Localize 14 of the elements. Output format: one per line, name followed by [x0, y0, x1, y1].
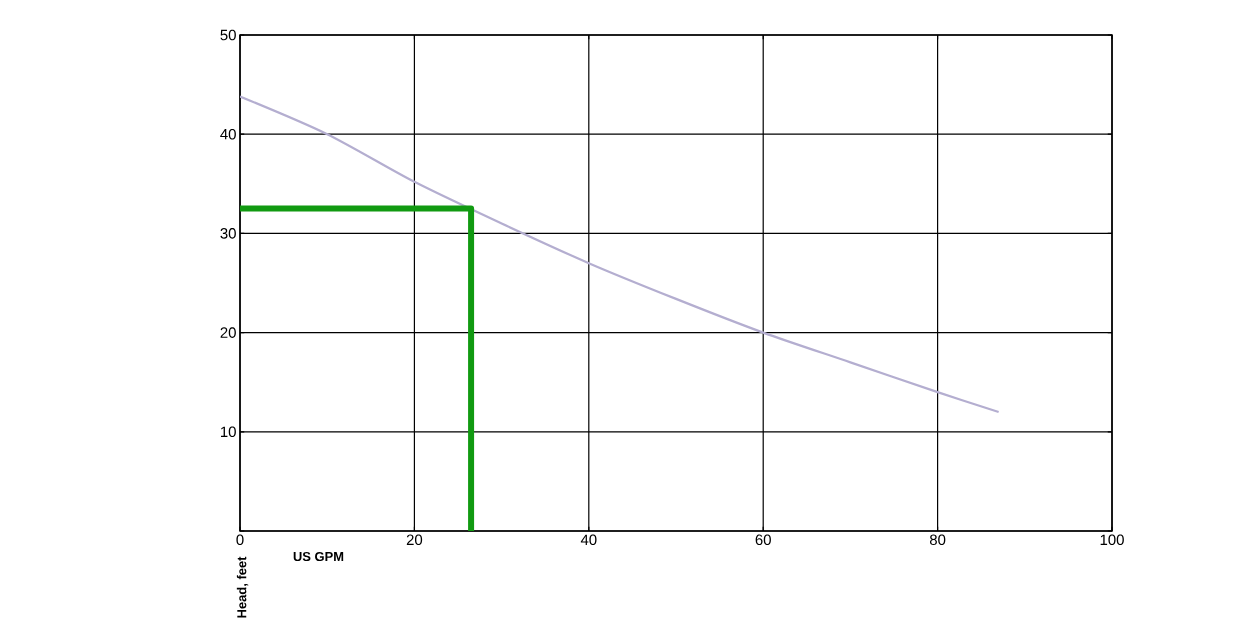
x-tick-label: 100: [1100, 534, 1124, 546]
y-tick-label: 50: [220, 29, 236, 41]
x-tick-label: 60: [755, 534, 771, 546]
y-tick-label: 30: [220, 228, 236, 239]
x-tick-label: 40: [580, 534, 597, 546]
x-tick-label: 20: [406, 534, 423, 546]
y-tick-label: 10: [221, 426, 236, 438]
y-tick-label: 40: [220, 129, 236, 140]
line-series: [240, 95, 1000, 414]
x-axis-title: US GPM: [293, 552, 344, 562]
x-tick-label: 80: [929, 534, 946, 546]
x-tick-label: 0: [236, 534, 244, 546]
y-axis-title: Head, feet: [236, 556, 249, 618]
y-tick-label: 20: [220, 327, 236, 339]
